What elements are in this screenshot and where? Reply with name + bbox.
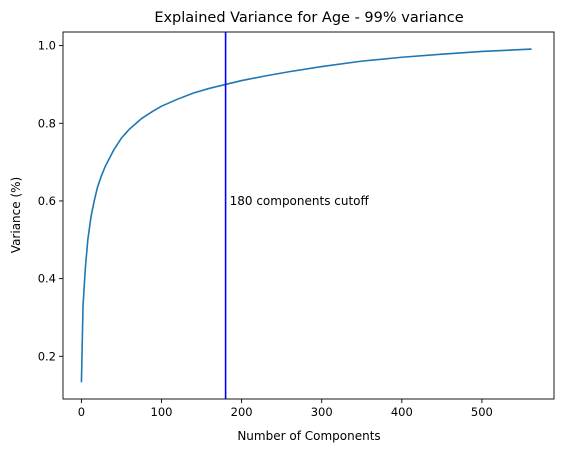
y-tick-label: 0.2 [38,349,56,363]
x-axis-label: Number of Components [237,429,380,443]
y-tick-label: 0.8 [38,116,56,130]
cutoff-annotation: 180 components cutoff [230,194,370,208]
x-tick-label: 200 [231,405,253,419]
chart-title: Explained Variance for Age - 99% varianc… [154,10,463,26]
y-tick-label: 1.0 [38,39,56,53]
series-line-0 [80,48,532,383]
x-tick-label: 0 [78,405,85,419]
x-tick-label: 500 [471,405,493,419]
x-tick-label: 100 [151,405,173,419]
x-tick-label: 300 [311,405,333,419]
x-tick-label: 400 [391,405,413,419]
y-tick-label: 0.6 [38,194,56,208]
y-axis-label: Variance (%) [9,177,23,253]
axes-frame [62,31,555,400]
plot-area: 180 components cutoff 0 100 200 300 400 500 0.2… [38,31,555,419]
y-tick-label: 0.4 [38,272,56,286]
